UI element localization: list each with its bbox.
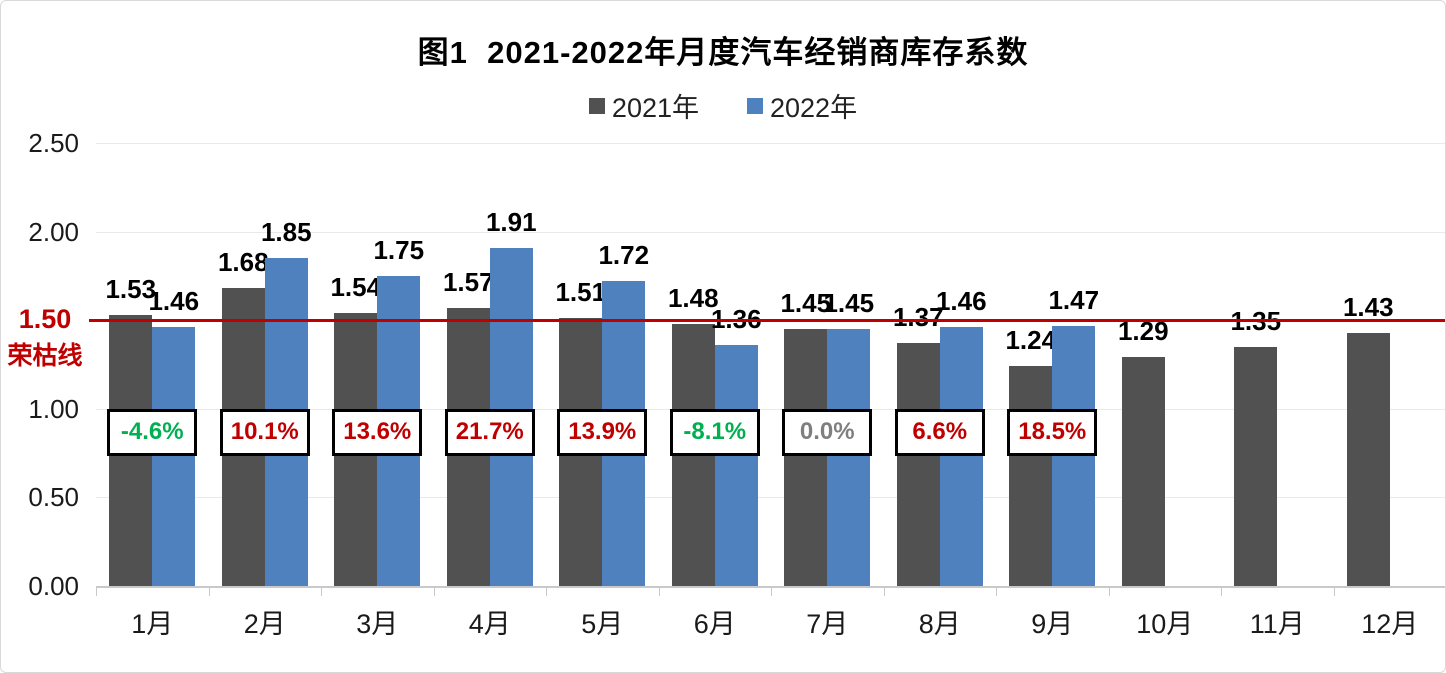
value-label-2022年-2月: 1.85 [260,217,312,248]
yoy-change-badge-9月: 18.5% [1007,408,1098,456]
y-tick-label-2.00: 2.00 [28,216,79,247]
value-label-2021年-9月: 1.24 [1005,325,1057,356]
x-axis-tick [658,588,660,596]
value-label-2022年-7月: 1.45 [823,288,875,319]
bar-2022年-1月 [152,327,196,586]
gridline-2.00 [96,231,1445,233]
y-tick-label-0.00: 0.00 [28,571,79,601]
value-label-2022年-4月: 1.91 [485,206,537,237]
legend-swatch-2021 [588,97,605,114]
y-tick-label-2.50: 2.50 [28,128,79,158]
bar-2021年-12月 [1346,332,1390,586]
x-tick-label-4月: 4月 [468,609,511,639]
gridline-1.00 [96,408,1445,410]
value-label-2021年-3月: 1.54 [330,272,382,303]
value-label-2022年-1月: 1.46 [148,286,200,317]
bar-2021年-7月 [784,329,828,586]
value-label-2021年-10月: 1.29 [1117,316,1169,347]
legend-label-2022: 2022年 [770,93,858,123]
legend-item-2021: 2021年 [588,86,699,125]
x-axis-tick [208,588,210,596]
x-tick-label-3月: 3月 [356,609,399,639]
gridline-2.50 [96,143,1445,144]
x-axis-tick [546,588,547,596]
yoy-change-badge-4月: 21.7% [444,408,535,456]
x-axis-tick [883,588,885,596]
legend-label-2021: 2021年 [611,93,699,123]
value-label-2022年-5月: 1.72 [598,240,650,271]
value-label-2021年-1月: 1.53 [105,273,157,304]
yoy-change-badge-5月: 13.9% [557,408,648,456]
y-tick-label-ref: 1.50 [18,304,72,335]
yoy-change-badge-1月: -4.6% [107,408,198,456]
x-tick-label-6月: 6月 [693,609,736,639]
x-tick-label-11月: 11月 [1249,609,1305,639]
value-label-2021年-5月: 1.51 [555,277,607,308]
value-label-2022年-8月: 1.46 [935,286,987,317]
yoy-change-badge-3月: 13.6% [332,408,423,456]
value-label-2022年-9月: 1.47 [1048,284,1100,315]
yoy-change-badge-8月: 6.6% [894,408,985,456]
y-tick-label-0.50: 0.50 [28,482,79,513]
value-label-2021年-12月: 1.43 [1342,291,1394,322]
bar-2022年-7月 [827,329,871,586]
x-tick-label-7月: 7月 [806,609,849,639]
value-label-2021年-8月: 1.37 [892,302,944,333]
x-axis-tick [96,588,97,596]
x-axis-tick [1333,588,1335,596]
x-tick-label-2月: 2月 [243,609,286,639]
bar-2022年-8月 [939,327,983,586]
bar-2021年-9月 [1009,366,1053,586]
x-tick-label-10月: 10月 [1136,609,1194,639]
value-label-2021年-4月: 1.57 [442,266,494,297]
bar-2021年-8月 [896,343,940,586]
reference-line-label: 荣枯线 [7,342,83,371]
x-axis-tick [996,588,997,596]
x-axis-line [96,586,1445,588]
x-axis-tick [1108,588,1110,596]
bar-2021年-11月 [1234,346,1278,586]
x-tick-label-1月: 1月 [131,609,174,639]
x-axis-tick [1221,588,1222,596]
yoy-change-badge-7月: 0.0% [782,408,873,456]
x-tick-label-5月: 5月 [581,609,624,639]
yoy-change-badge-6月: -8.1% [669,408,760,456]
x-tick-label-12月: 12月 [1361,609,1419,639]
value-label-2021年-6月: 1.48 [667,282,719,313]
value-label-2021年-7月: 1.45 [780,288,832,319]
value-label-2022年-3月: 1.75 [373,234,425,265]
x-tick-label-8月: 8月 [918,609,961,639]
bar-2021年-10月 [1121,357,1165,586]
x-axis-tick [321,588,322,596]
chart-title: 图1 2021-2022年月度汽车经销商库存系数 [417,35,1029,70]
legend: 2021年 2022年 [1,86,1445,125]
x-axis-tick [771,588,772,596]
value-label-2021年-2月: 1.68 [217,247,269,278]
reference-line [89,319,1445,323]
value-label-2022年-6月: 1.36 [710,304,762,334]
legend-item-2022: 2022年 [747,86,857,125]
yoy-change-badge-2月: 10.1% [219,408,310,456]
y-tick-label-1.00: 1.00 [28,393,79,424]
bar-2022年-6月 [714,345,758,586]
legend-swatch-2022 [747,97,763,114]
x-tick-label-9月: 9月 [1031,609,1074,639]
x-axis-tick [433,588,435,596]
gridline-0.50 [96,497,1445,499]
